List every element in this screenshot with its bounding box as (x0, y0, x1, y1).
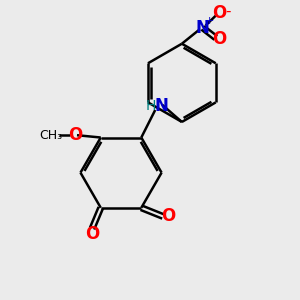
Text: CH₃: CH₃ (39, 129, 62, 142)
Text: O: O (85, 225, 99, 243)
Text: -: - (226, 4, 231, 19)
Text: +: + (204, 16, 214, 26)
Text: O: O (68, 126, 83, 144)
Text: N: N (154, 97, 168, 115)
Text: N: N (196, 19, 210, 37)
Text: O: O (212, 30, 227, 48)
Text: H: H (146, 99, 156, 112)
Text: O: O (212, 4, 227, 22)
Text: O: O (161, 208, 176, 226)
